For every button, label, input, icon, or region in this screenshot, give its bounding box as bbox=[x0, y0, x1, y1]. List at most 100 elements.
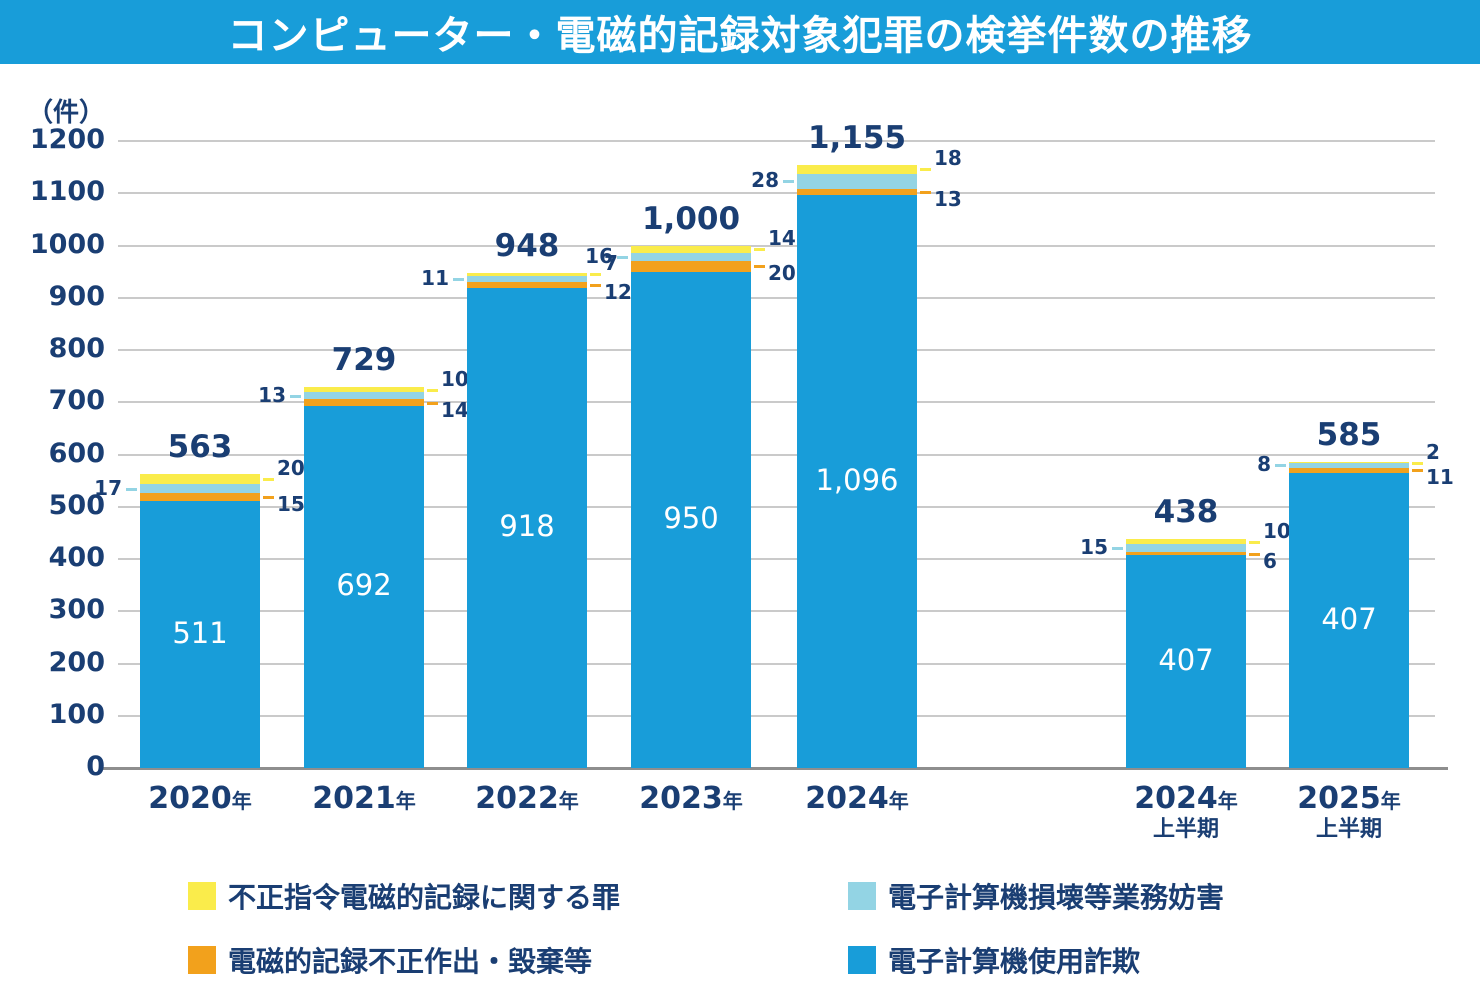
x-tick-suffix: 年 bbox=[1380, 789, 1401, 813]
bar-segment-malware bbox=[797, 164, 917, 174]
leader-dash bbox=[1412, 469, 1423, 473]
bar-segment-obstruction bbox=[467, 276, 587, 283]
bar-segment-malware bbox=[304, 387, 424, 393]
title-bar: コンピューター・電磁的記録対象犯罪の検挙件数の推移 bbox=[0, 0, 1480, 64]
gridline bbox=[118, 192, 1435, 195]
side-value-label: 10 bbox=[1263, 518, 1291, 543]
leader-dash bbox=[920, 168, 931, 172]
leader-dash bbox=[590, 273, 601, 277]
y-axis-unit-label: （件） bbox=[26, 98, 105, 128]
x-tick-suffix: 年 bbox=[722, 789, 743, 813]
gridline bbox=[118, 505, 1435, 508]
bar-segment-falsification bbox=[304, 399, 424, 407]
x-tick-year: 2025 bbox=[1297, 781, 1381, 816]
legend-label: 不正指令電磁的記録に関する罪 bbox=[228, 881, 621, 914]
x-tick-label: 2025年上半期 bbox=[1259, 781, 1439, 842]
leader-dash bbox=[1112, 547, 1123, 551]
bar-segment-fraud bbox=[467, 288, 587, 768]
side-value-label: 8 bbox=[1257, 452, 1271, 477]
y-tick-label: 900 bbox=[48, 280, 105, 312]
bar-total-label: 1,155 bbox=[807, 119, 907, 156]
side-value-label: 17 bbox=[94, 475, 122, 500]
bar-segment-fraud bbox=[1289, 473, 1409, 768]
gridline bbox=[118, 662, 1435, 665]
gridline bbox=[118, 349, 1435, 351]
legend-item: 不正指令電磁的記録に関する罪 bbox=[188, 876, 620, 916]
legend-item: 電子計算機損壊等業務妨害 bbox=[848, 876, 1224, 916]
side-value-label: 2 bbox=[1426, 439, 1440, 464]
y-tick-label: 700 bbox=[48, 385, 105, 417]
bar-total-label: 1,000 bbox=[641, 200, 741, 237]
x-tick-label: 2022年 bbox=[437, 781, 617, 817]
x-tick-label: 2020年 bbox=[110, 781, 290, 817]
side-value-label: 14 bbox=[441, 397, 469, 422]
side-value-label: 12 bbox=[604, 280, 632, 305]
legend-item: 電磁的記録不正作出・毀棄等 bbox=[188, 940, 592, 980]
x-tick-suffix: 年 bbox=[231, 789, 252, 813]
bar-value-label: 1,096 bbox=[815, 462, 899, 497]
bar-segment-falsification bbox=[140, 493, 260, 501]
x-tick-year: 2020 bbox=[148, 781, 232, 816]
x-tick-label: 2024年 bbox=[767, 781, 947, 817]
bar-segment-malware bbox=[140, 473, 260, 485]
side-value-label: 28 bbox=[751, 168, 779, 193]
leader-dash bbox=[1249, 552, 1260, 556]
legend-swatch-orange bbox=[188, 946, 216, 974]
y-tick-label: 600 bbox=[48, 437, 105, 469]
bar-total-label: 585 bbox=[1316, 417, 1382, 454]
leader-dash bbox=[590, 284, 601, 288]
x-tick-subperiod: 上半期 bbox=[1152, 816, 1219, 842]
leader-dash bbox=[263, 496, 274, 500]
side-value-label: 13 bbox=[934, 186, 962, 211]
bar-total-label: 438 bbox=[1153, 494, 1219, 531]
legend-label: 電磁的記録不正作出・毀棄等 bbox=[228, 945, 593, 978]
side-value-label: 16 bbox=[585, 243, 613, 268]
x-tick-label: 2024年上半期 bbox=[1096, 781, 1276, 842]
x-axis-line bbox=[100, 767, 1448, 770]
side-value-label: 6 bbox=[1263, 548, 1277, 573]
y-tick-label: 1200 bbox=[29, 124, 105, 155]
side-value-label: 10 bbox=[441, 366, 469, 391]
chart-title: コンピューター・電磁的記録対象犯罪の検挙件数の推移 bbox=[227, 13, 1253, 59]
legend-item: 電子計算機使用詐欺 bbox=[848, 940, 1140, 980]
bar-segment-obstruction bbox=[1126, 544, 1246, 553]
side-value-label: 14 bbox=[768, 226, 796, 251]
x-tick-suffix: 年 bbox=[395, 789, 416, 813]
side-value-label: 15 bbox=[277, 492, 305, 517]
x-tick-suffix: 年 bbox=[1217, 789, 1238, 813]
bar-segment-malware bbox=[1289, 462, 1409, 464]
y-tick-label: 400 bbox=[48, 542, 105, 573]
y-tick-label: 200 bbox=[48, 646, 105, 678]
gridline bbox=[118, 453, 1435, 456]
side-value-label: 13 bbox=[258, 382, 286, 407]
leader-dash bbox=[783, 180, 794, 184]
x-tick-label: 2021年 bbox=[274, 781, 454, 817]
bar-segment-fraud bbox=[797, 195, 917, 768]
bar-value-label: 407 bbox=[1321, 601, 1377, 636]
bar-segment-fraud bbox=[631, 271, 751, 768]
bar-segment-falsification bbox=[1289, 467, 1409, 474]
leader-dash bbox=[263, 478, 274, 482]
y-tick-label: 0 bbox=[86, 751, 105, 782]
leader-dash bbox=[453, 278, 464, 282]
bar-segment-malware bbox=[631, 245, 751, 253]
leader-dash bbox=[1275, 464, 1286, 468]
side-value-label: 7 bbox=[604, 251, 618, 276]
legend-swatch-yellow bbox=[188, 882, 216, 910]
gridline bbox=[118, 401, 1435, 404]
legend-label: 電子計算機使用詐欺 bbox=[888, 945, 1141, 978]
bar-segment-falsification bbox=[467, 282, 587, 289]
y-tick-label: 800 bbox=[48, 333, 105, 364]
bar-segment-falsification bbox=[797, 188, 917, 196]
gridline bbox=[118, 140, 1435, 142]
bar-segment-malware bbox=[467, 272, 587, 277]
bar-segment-falsification bbox=[1126, 552, 1246, 556]
bar-segment-obstruction bbox=[304, 392, 424, 400]
leader-dash bbox=[1249, 540, 1260, 544]
x-tick-subperiod: 上半期 bbox=[1315, 816, 1382, 842]
leader-dash bbox=[290, 394, 301, 398]
bar-segment-obstruction bbox=[140, 484, 260, 494]
x-tick-year: 2024 bbox=[1134, 781, 1218, 816]
x-tick-year: 2024 bbox=[805, 781, 889, 816]
